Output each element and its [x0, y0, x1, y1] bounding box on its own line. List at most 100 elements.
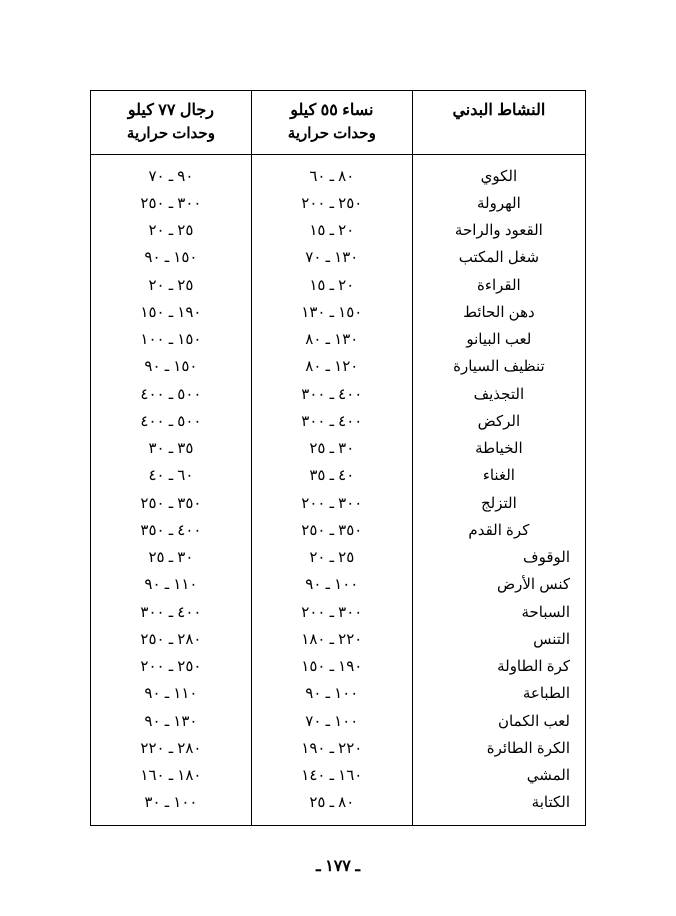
- cell-men: ٢٥ ـ ٢٠: [91, 217, 252, 244]
- table-row: الكوي٨٠ ـ ٦٠٩٠ ـ ٧٠: [91, 154, 586, 190]
- cell-women: ١٠٠ ـ ٩٠: [251, 680, 412, 707]
- cell-activity: القعود والراحة: [412, 217, 585, 244]
- cell-men: ١٥٠ ـ ٩٠: [91, 353, 252, 380]
- header-men-line1: رجال ٧٧ كيلو: [128, 102, 214, 119]
- cell-women: ٣٠ ـ ٢٥: [251, 435, 412, 462]
- header-women-line1: نساء ٥٥ كيلو: [290, 102, 373, 119]
- cell-men: ٩٠ ـ ٧٠: [91, 154, 252, 190]
- table-row: دهن الحائط١٥٠ ـ ١٣٠١٩٠ ـ ١٥٠: [91, 299, 586, 326]
- cell-activity: التجذيف: [412, 381, 585, 408]
- cell-activity: الوقوف: [412, 544, 585, 571]
- cell-women: ٣٠٠ ـ ٢٠٠: [251, 490, 412, 517]
- cell-women: ٤٠ ـ ٣٥: [251, 462, 412, 489]
- cell-women: ١٠٠ ـ ٧٠: [251, 708, 412, 735]
- table-row: كرة القدم٣٥٠ ـ ٢٥٠٤٠٠ ـ ٣٥٠: [91, 517, 586, 544]
- table-row: الكتابة٨٠ ـ ٢٥١٠٠ ـ ٣٠: [91, 789, 586, 825]
- table-row: لعب الكمان١٠٠ ـ ٧٠١٣٠ ـ ٩٠: [91, 708, 586, 735]
- cell-activity: الكتابة: [412, 789, 585, 825]
- cell-men: ١٨٠ ـ ١٦٠: [91, 762, 252, 789]
- cell-women: ٣٠٠ ـ ٢٠٠: [251, 599, 412, 626]
- header-women: نساء ٥٥ كيلو وحدات حرارية: [251, 91, 412, 155]
- table-row: الهرولة٢٥٠ ـ ٢٠٠٣٠٠ ـ ٢٥٠: [91, 190, 586, 217]
- table-header-row: النشاط البدني نساء ٥٥ كيلو وحدات حرارية …: [91, 91, 586, 155]
- cell-men: ٢٨٠ ـ ٢٥٠: [91, 626, 252, 653]
- table-row: لعب البيانو١٣٠ ـ ٨٠١٥٠ ـ ١٠٠: [91, 326, 586, 353]
- table-row: الكرة الطائرة٢٢٠ ـ ١٩٠٢٨٠ ـ ٢٢٠: [91, 735, 586, 762]
- cell-men: ١٥٠ ـ ١٠٠: [91, 326, 252, 353]
- cell-men: ١٣٠ ـ ٩٠: [91, 708, 252, 735]
- header-men-line2: وحدات حرارية: [95, 123, 247, 146]
- cell-women: ٣٥٠ ـ ٢٥٠: [251, 517, 412, 544]
- cell-men: ٣٥ ـ ٣٠: [91, 435, 252, 462]
- cell-activity: المشي: [412, 762, 585, 789]
- cell-women: ٢٠ ـ ١٥: [251, 272, 412, 299]
- table-row: التزلج٣٠٠ ـ ٢٠٠٣٥٠ ـ ٢٥٠: [91, 490, 586, 517]
- cell-men: ٥٠٠ ـ ٤٠٠: [91, 408, 252, 435]
- table-row: القعود والراحة٢٠ ـ ١٥٢٥ ـ ٢٠: [91, 217, 586, 244]
- cell-activity: كرة القدم: [412, 517, 585, 544]
- cell-activity: الطباعة: [412, 680, 585, 707]
- cell-activity: لعب البيانو: [412, 326, 585, 353]
- cell-women: ٤٠٠ ـ ٣٠٠: [251, 408, 412, 435]
- table-row: السباحة٣٠٠ ـ ٢٠٠٤٠٠ ـ ٣٠٠: [91, 599, 586, 626]
- cell-activity: التنس: [412, 626, 585, 653]
- cell-activity: السباحة: [412, 599, 585, 626]
- cell-women: ٢٠ ـ ١٥: [251, 217, 412, 244]
- table-row: كنس الأرض١٠٠ ـ ٩٠١١٠ ـ ٩٠: [91, 571, 586, 598]
- cell-activity: الكوي: [412, 154, 585, 190]
- header-women-line2: وحدات حرارية: [256, 123, 408, 146]
- cell-men: ٢٨٠ ـ ٢٢٠: [91, 735, 252, 762]
- cell-activity: الكرة الطائرة: [412, 735, 585, 762]
- cell-women: ٢٥٠ ـ ٢٠٠: [251, 190, 412, 217]
- table-row: كرة الطاولة١٩٠ ـ ١٥٠٢٥٠ ـ ٢٠٠: [91, 653, 586, 680]
- table-row: الوقوف٢٥ ـ ٢٠٣٠ ـ ٢٥: [91, 544, 586, 571]
- cell-men: ١١٠ ـ ٩٠: [91, 571, 252, 598]
- cell-activity: تنظيف السيارة: [412, 353, 585, 380]
- header-activity: النشاط البدني: [412, 91, 585, 155]
- cell-men: ٥٠٠ ـ ٤٠٠: [91, 381, 252, 408]
- cell-men: ١٠٠ ـ ٣٠: [91, 789, 252, 825]
- cell-men: ٢٥ ـ ٢٠: [91, 272, 252, 299]
- table-row: شغل المكتب١٣٠ ـ ٧٠١٥٠ ـ ٩٠: [91, 244, 586, 271]
- cell-men: ٣٥٠ ـ ٢٥٠: [91, 490, 252, 517]
- cell-activity: الهرولة: [412, 190, 585, 217]
- table-row: الطباعة١٠٠ ـ ٩٠١١٠ ـ ٩٠: [91, 680, 586, 707]
- cell-men: ٣٠٠ ـ ٢٥٠: [91, 190, 252, 217]
- cell-women: ١٥٠ ـ ١٣٠: [251, 299, 412, 326]
- cell-men: ٣٠ ـ ٢٥: [91, 544, 252, 571]
- cell-women: ٤٠٠ ـ ٣٠٠: [251, 381, 412, 408]
- table-row: الغناء٤٠ ـ ٣٥٦٠ ـ ٤٠: [91, 462, 586, 489]
- table-row: الركض٤٠٠ ـ ٣٠٠٥٠٠ ـ ٤٠٠: [91, 408, 586, 435]
- cell-women: ٨٠ ـ ٢٥: [251, 789, 412, 825]
- table-row: القراءة٢٠ ـ ١٥٢٥ ـ ٢٠: [91, 272, 586, 299]
- activity-table: النشاط البدني نساء ٥٥ كيلو وحدات حرارية …: [90, 90, 586, 826]
- cell-activity: لعب الكمان: [412, 708, 585, 735]
- cell-women: ٨٠ ـ ٦٠: [251, 154, 412, 190]
- table-row: تنظيف السيارة١٢٠ ـ ٨٠١٥٠ ـ ٩٠: [91, 353, 586, 380]
- table-row: التجذيف٤٠٠ ـ ٣٠٠٥٠٠ ـ ٤٠٠: [91, 381, 586, 408]
- cell-activity: كنس الأرض: [412, 571, 585, 598]
- cell-activity: القراءة: [412, 272, 585, 299]
- header-activity-text: النشاط البدني: [452, 102, 545, 119]
- cell-women: ١٩٠ ـ ١٥٠: [251, 653, 412, 680]
- cell-activity: الغناء: [412, 462, 585, 489]
- cell-activity: شغل المكتب: [412, 244, 585, 271]
- cell-women: ١٠٠ ـ ٩٠: [251, 571, 412, 598]
- cell-activity: دهن الحائط: [412, 299, 585, 326]
- table-row: المشي١٦٠ ـ ١٤٠١٨٠ ـ ١٦٠: [91, 762, 586, 789]
- cell-men: ١١٠ ـ ٩٠: [91, 680, 252, 707]
- cell-activity: الخياطة: [412, 435, 585, 462]
- cell-men: ١٩٠ ـ ١٥٠: [91, 299, 252, 326]
- cell-men: ٤٠٠ ـ ٣٥٠: [91, 517, 252, 544]
- cell-men: ١٥٠ ـ ٩٠: [91, 244, 252, 271]
- cell-women: ٢٢٠ ـ ١٩٠: [251, 735, 412, 762]
- cell-men: ٢٥٠ ـ ٢٠٠: [91, 653, 252, 680]
- cell-women: ١٢٠ ـ ٨٠: [251, 353, 412, 380]
- cell-women: ٢٢٠ ـ ١٨٠: [251, 626, 412, 653]
- cell-men: ٤٠٠ ـ ٣٠٠: [91, 599, 252, 626]
- cell-activity: الركض: [412, 408, 585, 435]
- cell-activity: كرة الطاولة: [412, 653, 585, 680]
- page-container: النشاط البدني نساء ٥٥ كيلو وحدات حرارية …: [0, 0, 676, 916]
- cell-activity: التزلج: [412, 490, 585, 517]
- table-row: الخياطة٣٠ ـ ٢٥٣٥ ـ ٣٠: [91, 435, 586, 462]
